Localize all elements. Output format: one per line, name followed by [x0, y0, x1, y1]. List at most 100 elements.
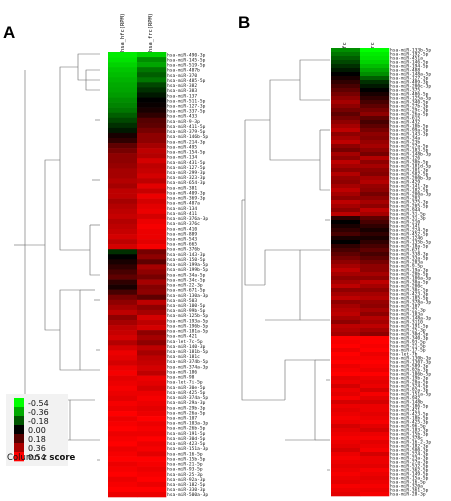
heatmap-cell [360, 408, 390, 413]
heatmap-cell [108, 365, 138, 371]
heatmap-cell [331, 488, 361, 493]
row-label: hsa-miR-340-5p [390, 99, 429, 105]
row-label: hsa-miR-330-3p [167, 487, 206, 493]
row-label: hsa-miR-361-5p [390, 487, 429, 493]
row-label: hsa-miR-141 [390, 223, 420, 229]
heatmap-cell [331, 312, 361, 317]
heatmap-cell [331, 208, 361, 213]
heatmap-cell [360, 64, 390, 69]
heatmap-cell [331, 464, 361, 469]
row-label: hsa-miR-182-5p [390, 187, 429, 193]
row-label: hsa-miR-127-5p [167, 165, 206, 171]
heatmap-cell [360, 176, 390, 181]
heatmap-cell [360, 272, 390, 277]
row-label: hsa-miR-224-5p [390, 227, 429, 233]
heatmap-cell [360, 84, 390, 89]
panel-b-heatmap: hfc frc hsa-miR-133b-5phsa-miR-192-5phsa… [241, 42, 431, 497]
heatmap-cell [108, 82, 138, 88]
heatmap-cell [360, 184, 390, 189]
heatmap-cell [137, 380, 167, 387]
heatmap-cell [331, 256, 361, 261]
heatmap-cell [331, 352, 361, 357]
legend-swatch [14, 443, 24, 453]
row-label: hsa-miR-26b-5p [167, 426, 206, 432]
heatmap-cell [108, 193, 138, 199]
heatmap-cell [137, 168, 167, 174]
heatmap-cell [137, 365, 167, 371]
heatmap-cell [108, 168, 138, 174]
heatmap-cell [360, 468, 390, 473]
heatmap-cell [108, 476, 138, 483]
heatmap-cell [137, 234, 167, 240]
row-label: hsa-miR-191-5p [390, 323, 429, 329]
heatmap-cell [360, 472, 390, 477]
row-label: hsa-miR-589-3p [390, 363, 429, 369]
row-label: hsa-miR-34a-5p [167, 272, 206, 278]
heatmap-cell [108, 117, 138, 124]
heatmap-cell [137, 345, 167, 351]
row-label: hsa-miR-199b-5p [167, 267, 208, 273]
heatmap-cell [331, 348, 361, 353]
row-label: hsa-miR-146-5p [390, 59, 429, 65]
heatmap-cell [108, 97, 138, 103]
row-label: hsa-miR-379-5p [167, 129, 206, 135]
heatmap-cell [137, 446, 167, 452]
row-label: hsa-miR-30a-5p [390, 279, 429, 285]
heatmap-cell [360, 76, 390, 81]
heatmap-cell [331, 408, 361, 413]
heatmap-cell [360, 260, 390, 265]
row-label: hsa-miR-106a-5p [390, 275, 431, 281]
heatmap-cell [137, 309, 167, 316]
row-label: hsa-miR-376a-3p [167, 216, 208, 222]
row-label: hsa-miR-181a-5p [167, 329, 208, 335]
row-label: hsa-miR-193a-5p [167, 318, 208, 324]
panel-b-letter: B [238, 13, 250, 32]
row-label: hsa-miR-125a-5p [390, 95, 431, 101]
heatmap-cell [331, 164, 361, 169]
row-label: hsa-miR-99a-5p [390, 127, 429, 133]
heatmap-cell [360, 416, 390, 421]
row-label: hsa-miR-28-3p [390, 491, 426, 497]
heatmap-cell [360, 152, 390, 157]
row-label: hsa-miR-26a-5p [167, 410, 206, 416]
row-label: hsa-miR-374a-5p [167, 395, 208, 401]
heatmap-cell [137, 244, 167, 250]
row-label: hsa-miR-338-3p [390, 251, 429, 257]
heatmap-cell [331, 48, 361, 53]
row-label: hsa-miR-135b-5p [390, 239, 431, 245]
heatmap-cell [360, 324, 390, 329]
heatmap-cell [137, 441, 167, 447]
row-label: hsa-miR-210 [390, 219, 420, 225]
heatmap-cell [360, 420, 390, 425]
heatmap-cell [360, 120, 390, 125]
heatmap-cell [331, 92, 361, 97]
heatmap-cell [360, 128, 390, 133]
heatmap-cell [331, 448, 361, 453]
panel-b-dendrogram [241, 59, 330, 471]
heatmap-cell [137, 82, 167, 88]
heatmap-cell [137, 208, 167, 215]
heatmap-cell [137, 67, 167, 73]
heatmap-cell [137, 132, 167, 139]
heatmap-cell [137, 188, 167, 194]
heatmap-cell [331, 260, 361, 265]
heatmap-cell [137, 370, 167, 376]
column-label: frc [370, 42, 376, 52]
row-label: hsa-miR-200c [390, 283, 423, 289]
heatmap-cell [137, 198, 167, 205]
row-label: hsa-miR-125b-5p [167, 313, 208, 319]
heatmap-cell [360, 276, 390, 281]
legend-tick: -0.18 [28, 417, 49, 426]
heatmap-cell [331, 456, 361, 461]
row-label: hsa-miR-30d-5p [390, 331, 429, 337]
row-label: hsa-miR-203 [390, 195, 420, 201]
heatmap-cell [108, 426, 138, 432]
heatmap-cell [360, 440, 390, 445]
row-label: hsa-miR-107 [390, 303, 420, 309]
row-label: hsa-miR-154-5p [167, 150, 206, 156]
row-label: hsa-miR-23b [390, 139, 420, 145]
row-label: hsa-miR-27a-3p [390, 459, 429, 465]
row-label: hsa-miR-182-3p [390, 443, 429, 449]
row-label: hsa-miR-3110 [390, 319, 423, 325]
row-label: hsa-miR-224-3p [390, 451, 429, 457]
